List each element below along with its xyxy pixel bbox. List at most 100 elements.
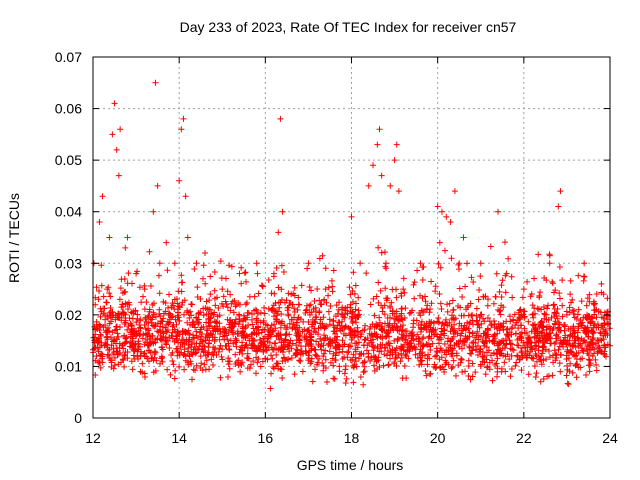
density-mark xyxy=(577,340,584,347)
density-mark xyxy=(317,335,324,342)
data-point xyxy=(314,353,321,360)
data-point xyxy=(202,249,209,256)
density-mark xyxy=(436,291,443,298)
density-mark xyxy=(466,320,473,327)
density-mark xyxy=(514,336,521,343)
density-mark xyxy=(393,314,400,321)
density-mark xyxy=(111,362,118,369)
density-mark xyxy=(508,365,515,372)
density-mark xyxy=(393,286,400,293)
density-mark xyxy=(193,328,200,335)
density-mark xyxy=(540,304,547,311)
density-mark xyxy=(452,315,459,322)
density-mark xyxy=(116,324,123,331)
density-mark xyxy=(233,343,240,350)
density-mark xyxy=(97,331,104,338)
density-mark xyxy=(572,344,579,351)
density-mark xyxy=(557,368,564,375)
density-mark xyxy=(193,362,200,369)
density-mark xyxy=(258,282,265,289)
density-mark xyxy=(474,351,481,358)
density-mark xyxy=(587,319,594,326)
density-mark xyxy=(515,309,522,316)
data-point xyxy=(245,322,252,329)
density-mark xyxy=(355,294,362,301)
density-mark xyxy=(117,349,124,356)
density-mark xyxy=(322,265,329,272)
density-mark xyxy=(135,346,142,353)
x-tick-label: 24 xyxy=(602,430,618,446)
density-mark xyxy=(546,354,553,361)
density-mark xyxy=(496,288,503,295)
density-mark xyxy=(314,285,321,292)
density-mark xyxy=(180,311,187,318)
density-mark xyxy=(171,326,178,333)
density-mark xyxy=(476,314,483,321)
density-mark xyxy=(463,306,470,313)
density-mark xyxy=(356,350,363,357)
density-mark xyxy=(374,345,381,352)
density-mark xyxy=(175,309,182,316)
density-mark xyxy=(304,265,311,272)
density-mark xyxy=(543,326,550,333)
density-mark xyxy=(196,343,203,350)
density-mark xyxy=(169,335,176,342)
density-mark xyxy=(590,335,597,342)
density-mark xyxy=(115,310,122,317)
density-mark xyxy=(269,305,276,312)
density-mark xyxy=(178,288,185,295)
density-mark xyxy=(491,335,498,342)
density-mark xyxy=(363,270,370,277)
density-mark xyxy=(411,344,418,351)
density-mark xyxy=(205,332,212,339)
density-mark xyxy=(323,378,330,385)
density-mark xyxy=(480,339,487,346)
density-mark xyxy=(517,322,524,329)
density-mark xyxy=(584,295,591,302)
density-mark xyxy=(366,340,373,347)
density-mark xyxy=(472,369,479,376)
density-mark xyxy=(358,331,365,338)
density-mark xyxy=(278,320,285,327)
density-mark xyxy=(371,362,378,369)
x-axis-ticks: 12 14 16 18 20 22 24 xyxy=(85,57,618,446)
density-mark xyxy=(540,376,547,383)
density-mark xyxy=(362,322,369,329)
x-tick-label: 16 xyxy=(258,430,274,446)
density-mark xyxy=(590,298,597,305)
density-mark xyxy=(218,353,225,360)
density-mark xyxy=(96,321,103,328)
density-mark xyxy=(512,362,519,369)
density-mark xyxy=(521,325,528,332)
density-mark xyxy=(306,284,313,291)
density-mark xyxy=(287,337,294,344)
density-mark xyxy=(120,345,127,352)
density-mark xyxy=(449,364,456,371)
density-mark xyxy=(327,336,334,343)
data-point xyxy=(477,260,484,267)
density-mark xyxy=(597,309,604,316)
density-mark xyxy=(291,371,298,378)
data-point xyxy=(357,260,364,267)
density-mark xyxy=(371,312,378,319)
density-mark xyxy=(229,324,236,330)
density-mark xyxy=(598,348,605,355)
density-mark xyxy=(511,311,518,318)
density-mark xyxy=(351,332,358,339)
density-mark xyxy=(212,323,219,330)
density-mark xyxy=(437,300,444,307)
density-mark xyxy=(502,368,509,375)
density-mark xyxy=(107,312,114,319)
density-mark xyxy=(339,304,346,311)
density-mark xyxy=(293,351,300,358)
density-mark xyxy=(361,363,368,370)
density-mark xyxy=(342,379,349,386)
density-mark xyxy=(336,299,343,306)
density-mark xyxy=(338,311,345,318)
density-mark xyxy=(116,314,123,321)
density-mark xyxy=(497,311,504,318)
density-mark xyxy=(327,303,334,310)
density-mark xyxy=(498,324,505,331)
density-mark xyxy=(152,321,159,328)
density-mark xyxy=(251,293,258,300)
